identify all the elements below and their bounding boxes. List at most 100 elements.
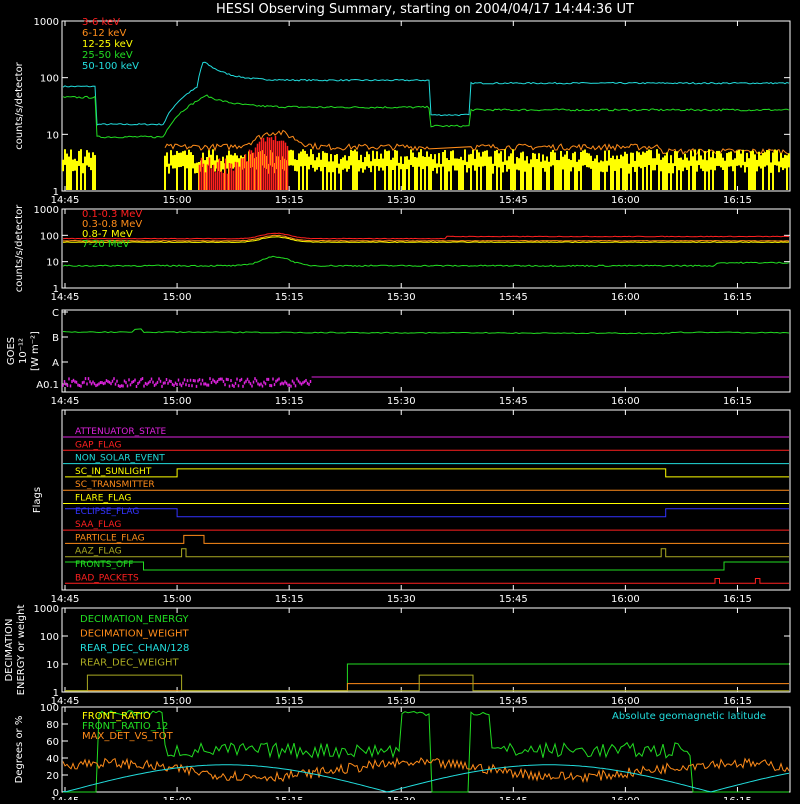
geomagnetic-latitude-series bbox=[62, 764, 790, 793]
ratio-ytick-label: 0 bbox=[53, 788, 59, 799]
max-det-vs-tot-series bbox=[62, 756, 790, 784]
decimation-panel-ytick-label: 1 bbox=[53, 688, 59, 699]
hxr-panel-ytick-label: 1 bbox=[53, 187, 59, 198]
ratio-panel-xtick-label: 15:00 bbox=[163, 796, 192, 800]
flag-label: FRONTS_OFF bbox=[75, 560, 133, 570]
decimation-weight-series bbox=[65, 683, 789, 692]
ratio-panel-xtick-label: 16:00 bbox=[611, 796, 640, 800]
hxr-panel-xtick-label: 15:15 bbox=[275, 195, 304, 206]
ratio-panel-xtick-label: 15:45 bbox=[499, 796, 528, 800]
geomagnetic-latitude-annotation: Absolute geomagnetic latitude bbox=[612, 711, 766, 722]
decimation-legend-item: DECIMATION_WEIGHT bbox=[80, 629, 189, 640]
decimation-panel-ytick-label: 100 bbox=[40, 632, 59, 643]
gamma-legend-item: 0.8-7 MeV bbox=[82, 229, 133, 240]
decimation-ylabel: DECIMATION bbox=[4, 618, 15, 681]
decimation-legend-item: REAR_DEC_CHAN/128 bbox=[80, 643, 189, 654]
decimation-panel-xtick-label: 15:30 bbox=[387, 696, 416, 707]
hxr-panel-xtick-label: 16:00 bbox=[611, 195, 640, 206]
goes-panel-xtick-label: 15:15 bbox=[275, 396, 304, 407]
decimation-ylabel2: ENERGY or weight bbox=[16, 605, 27, 696]
hxr-panel-ytick-label: 1000 bbox=[34, 17, 59, 28]
flag-label: SC_TRANSMITTER bbox=[75, 480, 155, 490]
panels-group: 14:45 15:00 15:15 15:30 15:45 16:00 16:1511010… bbox=[4, 17, 791, 804]
hxr-legend-item: 25-50 keV bbox=[82, 50, 133, 61]
decimation-panel-xtick-label: 15:15 bbox=[275, 696, 304, 707]
decimation-panel-ytick-label: 1000 bbox=[34, 604, 59, 615]
flags-panel-xtick-label: 15:30 bbox=[387, 594, 416, 605]
goes-panel-xtick-label: 16:00 bbox=[611, 396, 640, 407]
ratio-panel-xtick-label: 15:15 bbox=[275, 796, 304, 800]
flag-trace bbox=[65, 561, 789, 571]
ratio-ytick-label: 60 bbox=[46, 737, 59, 748]
goes-panel-xtick-label: 15:00 bbox=[163, 396, 192, 407]
flag-label: SAA_FLAG bbox=[75, 520, 121, 530]
decimation-panel-ytick-label: 10 bbox=[46, 660, 59, 671]
hxr-25-50-series bbox=[62, 94, 790, 139]
flags-panel-xtick-label: 15:15 bbox=[275, 594, 304, 605]
gamma-panel-xtick-label: 14:45 bbox=[51, 292, 80, 303]
ratio-ylabel: Degrees or % bbox=[14, 716, 25, 784]
flag-label: PARTICLE_FLAG bbox=[75, 533, 145, 543]
flags-panel-xtick-label: 14:45 bbox=[51, 594, 80, 605]
hxr-6-12-series bbox=[164, 129, 790, 157]
gamma-0.1-0.3-series bbox=[62, 232, 790, 240]
gamma-panel-frame bbox=[61, 208, 791, 289]
flags-panel-xtick-label: 16:15 bbox=[723, 594, 752, 605]
hxr-50-100-series bbox=[62, 61, 790, 126]
hxr-panel-ytick-label: 10 bbox=[46, 130, 59, 141]
goes-ytick-label: C bbox=[52, 308, 59, 319]
ratio-panel-xtick-label: 16:15 bbox=[723, 796, 752, 800]
hxr-ylabel: counts/s/detector bbox=[14, 61, 25, 149]
flag-label: ECLIPSE_FLAG bbox=[75, 507, 139, 517]
decimation-panel-xtick-label: 16:00 bbox=[611, 696, 640, 707]
flag-label: SC_IN_SUNLIGHT bbox=[75, 467, 152, 477]
decimation-panel-frame bbox=[61, 607, 791, 693]
gamma-panel-xtick-label: 15:00 bbox=[163, 292, 192, 303]
rear-dec-weight-series bbox=[65, 674, 789, 692]
goes-ytick-label: A bbox=[52, 358, 59, 369]
ratio-ytick-label: 80 bbox=[46, 720, 59, 731]
flag-label: NON_SOLAR_EVENT bbox=[75, 454, 165, 464]
goes-panel-xtick-label: 14:45 bbox=[51, 396, 80, 407]
hxr-panel-xtick-label: 16:15 bbox=[723, 195, 752, 206]
flag-trace bbox=[65, 508, 789, 518]
flags-panel-frame bbox=[61, 409, 791, 591]
hxr-legend-item: 12-25 keV bbox=[82, 39, 133, 50]
hxr-panel-xtick-label: 15:00 bbox=[163, 195, 192, 206]
gamma-panel-xtick-label: 15:45 bbox=[499, 292, 528, 303]
decimation-panel-xtick-label: 15:00 bbox=[163, 696, 192, 707]
flag-label: GAP_FLAG bbox=[75, 440, 121, 450]
ratio-panel-xtick-label: 15:30 bbox=[387, 796, 416, 800]
flag-trace bbox=[65, 548, 789, 558]
flags-ylabel: Flags bbox=[32, 487, 43, 513]
goes-long-series bbox=[62, 328, 790, 335]
gamma-panel-xtick-label: 15:30 bbox=[387, 292, 416, 303]
decimation-panel-xtick-label: 15:45 bbox=[499, 696, 528, 707]
flag-trace bbox=[65, 578, 789, 584]
figure-title: HESSI Observing Summary, starting on 200… bbox=[216, 2, 634, 17]
goes-ylabel: GOES bbox=[6, 337, 17, 365]
goes-panel-xtick-label: 15:45 bbox=[499, 396, 528, 407]
goes-panel-xtick-label: 15:30 bbox=[387, 396, 416, 407]
hxr-legend-item: 6-12 keV bbox=[82, 28, 126, 39]
gamma-legend-item: 7-20 MeV bbox=[82, 239, 130, 250]
hxr-panel-xtick-label: 15:30 bbox=[387, 195, 416, 206]
gamma-ylabel: counts/s/detector bbox=[14, 204, 25, 292]
ratio-ytick-label: 20 bbox=[46, 771, 59, 782]
goes-ytick-label: A0.1 bbox=[36, 380, 59, 391]
flag-label: ATTENUATOR_STATE bbox=[75, 427, 167, 437]
goes-ylabel-exp: 10⁻¹² bbox=[18, 338, 29, 364]
gamma-panel-xtick-label: 16:00 bbox=[611, 292, 640, 303]
decimation-legend-item: REAR_DEC_WEIGHT bbox=[80, 658, 179, 669]
gamma-legend-item: 0.3-0.8 MeV bbox=[82, 219, 142, 230]
decimation-panel-xtick-label: 14:45 bbox=[51, 696, 80, 707]
goes-panel-xtick-label: 16:15 bbox=[723, 396, 752, 407]
gamma-panel-ytick-label: 100 bbox=[40, 231, 59, 242]
gamma-7-20-series bbox=[62, 255, 790, 268]
gamma-panel-ytick-label: 10 bbox=[46, 258, 59, 269]
gamma-legend-item: 0.1-0.3 MeV bbox=[82, 209, 142, 220]
goes-panel-frame bbox=[61, 309, 791, 393]
gamma-panel-ytick-label: 1000 bbox=[34, 205, 59, 216]
